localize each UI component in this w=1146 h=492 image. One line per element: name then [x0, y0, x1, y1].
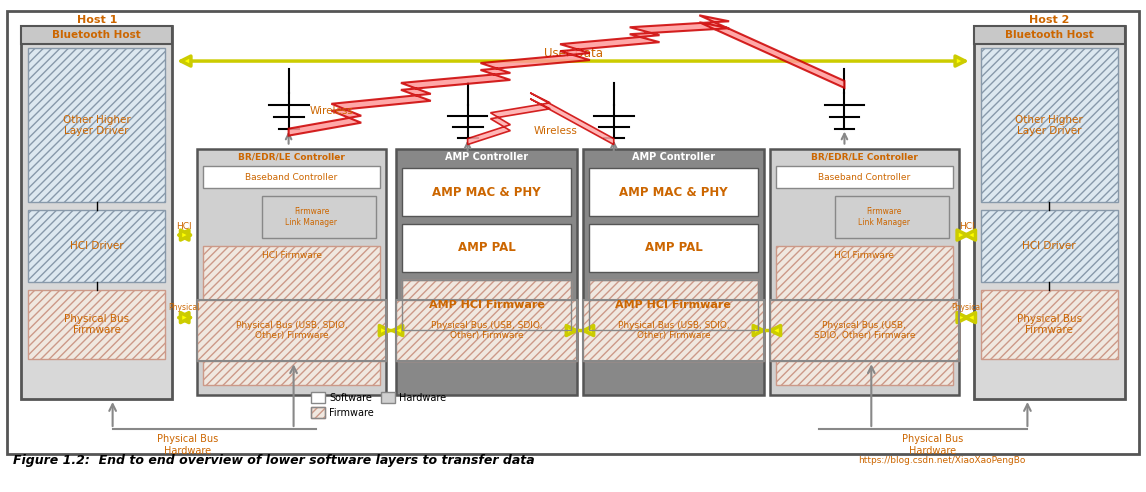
- Bar: [583, 300, 764, 361]
- Text: Other Higher
Layer Driver: Other Higher Layer Driver: [63, 115, 131, 136]
- Bar: [21, 26, 172, 44]
- Text: Bluetooth Host: Bluetooth Host: [1005, 30, 1093, 40]
- Text: Physical Bus
Firmware: Physical Bus Firmware: [1017, 314, 1082, 336]
- Bar: [834, 196, 949, 238]
- Bar: [197, 300, 386, 361]
- Text: Physical Bus
Hardware: Physical Bus Hardware: [902, 434, 964, 456]
- Bar: [382, 392, 395, 403]
- Bar: [29, 210, 165, 282]
- Text: Software: Software: [329, 393, 372, 403]
- Text: AMP Controller: AMP Controller: [445, 152, 528, 161]
- Text: HCI Driver: HCI Driver: [70, 241, 124, 251]
- Bar: [776, 166, 952, 188]
- Bar: [583, 300, 764, 361]
- Text: Physical: Physical: [951, 303, 982, 312]
- Bar: [974, 26, 1125, 44]
- Text: HCI Driver: HCI Driver: [1022, 241, 1076, 251]
- Bar: [402, 280, 571, 330]
- Text: Hardware: Hardware: [399, 393, 446, 403]
- Text: AMP PAL: AMP PAL: [457, 242, 516, 254]
- Text: AMP Controller: AMP Controller: [631, 152, 715, 161]
- Bar: [402, 168, 571, 216]
- Text: Baseband Controller: Baseband Controller: [818, 173, 910, 182]
- Bar: [589, 168, 758, 216]
- Bar: [981, 210, 1117, 282]
- Text: Physical Bus (USB,
SDIO, Other) Firmware: Physical Bus (USB, SDIO, Other) Firmware: [814, 321, 916, 340]
- Text: AMP HCI Firmware: AMP HCI Firmware: [429, 300, 544, 309]
- Text: Physical Bus
Firmware: Physical Bus Firmware: [64, 314, 129, 336]
- Text: Physical Bus
Hardware: Physical Bus Hardware: [157, 434, 218, 456]
- Bar: [197, 300, 386, 361]
- Bar: [397, 149, 576, 395]
- Bar: [583, 149, 764, 395]
- Bar: [981, 48, 1117, 202]
- Text: Firmware
Link Manager: Firmware Link Manager: [285, 208, 337, 227]
- Bar: [589, 280, 758, 330]
- Text: Host 2: Host 2: [1029, 15, 1069, 25]
- Text: Other Higher
Layer Driver: Other Higher Layer Driver: [1015, 115, 1083, 136]
- Text: https://blog.csdn.net/XiaoXaoPengBo: https://blog.csdn.net/XiaoXaoPengBo: [858, 456, 1026, 465]
- Text: Wireless: Wireless: [533, 125, 578, 136]
- Bar: [589, 280, 758, 330]
- Text: Physical Bus (USB, SDIO,
Other) Firmware: Physical Bus (USB, SDIO, Other) Firmware: [431, 321, 542, 340]
- Bar: [29, 48, 165, 202]
- Bar: [402, 224, 571, 272]
- Text: HCI: HCI: [959, 221, 974, 231]
- Text: HCI Firmware: HCI Firmware: [261, 251, 322, 260]
- Text: Baseband Controller: Baseband Controller: [245, 173, 338, 182]
- Bar: [197, 149, 386, 395]
- Text: Physical: Physical: [168, 303, 199, 312]
- Bar: [770, 300, 959, 361]
- Text: User Data: User Data: [543, 47, 603, 60]
- Bar: [261, 196, 376, 238]
- Text: Firmware
Link Manager: Firmware Link Manager: [858, 208, 910, 227]
- Bar: [203, 246, 380, 385]
- Text: HCI Firmware: HCI Firmware: [834, 251, 894, 260]
- Text: AMP HCI Firmware: AMP HCI Firmware: [615, 300, 731, 309]
- Text: Bluetooth Host: Bluetooth Host: [53, 30, 141, 40]
- Text: AMP MAC & PHY: AMP MAC & PHY: [432, 186, 541, 199]
- Text: Physical Bus (USB, SDIO,
Other) Firmware: Physical Bus (USB, SDIO, Other) Firmware: [618, 321, 729, 340]
- Bar: [312, 407, 325, 418]
- Polygon shape: [468, 93, 614, 145]
- Text: BR/EDR/LE Controller: BR/EDR/LE Controller: [811, 152, 918, 161]
- Bar: [776, 246, 952, 385]
- Bar: [312, 392, 325, 403]
- Bar: [397, 300, 576, 361]
- Text: AMP PAL: AMP PAL: [644, 242, 702, 254]
- Text: BR/EDR/LE Controller: BR/EDR/LE Controller: [238, 152, 345, 161]
- Text: Host 1: Host 1: [77, 15, 117, 25]
- Text: AMP MAC & PHY: AMP MAC & PHY: [619, 186, 728, 199]
- Bar: [589, 224, 758, 272]
- Bar: [981, 290, 1117, 359]
- Text: Wireless: Wireless: [309, 106, 353, 116]
- Bar: [974, 26, 1125, 399]
- Bar: [312, 407, 325, 418]
- Bar: [397, 300, 576, 361]
- Bar: [29, 290, 165, 359]
- Text: Physical Bus (USB, SDIO,
Other) Firmware: Physical Bus (USB, SDIO, Other) Firmware: [236, 321, 347, 340]
- Bar: [402, 280, 571, 330]
- Polygon shape: [289, 15, 845, 136]
- Text: HCI: HCI: [176, 221, 193, 231]
- Bar: [770, 149, 959, 395]
- Bar: [21, 26, 172, 399]
- Text: Firmware: Firmware: [329, 408, 374, 418]
- Bar: [203, 166, 380, 188]
- Bar: [770, 300, 959, 361]
- Text: Figure 1.2:  End to end overview of lower software layers to transfer data: Figure 1.2: End to end overview of lower…: [13, 454, 535, 467]
